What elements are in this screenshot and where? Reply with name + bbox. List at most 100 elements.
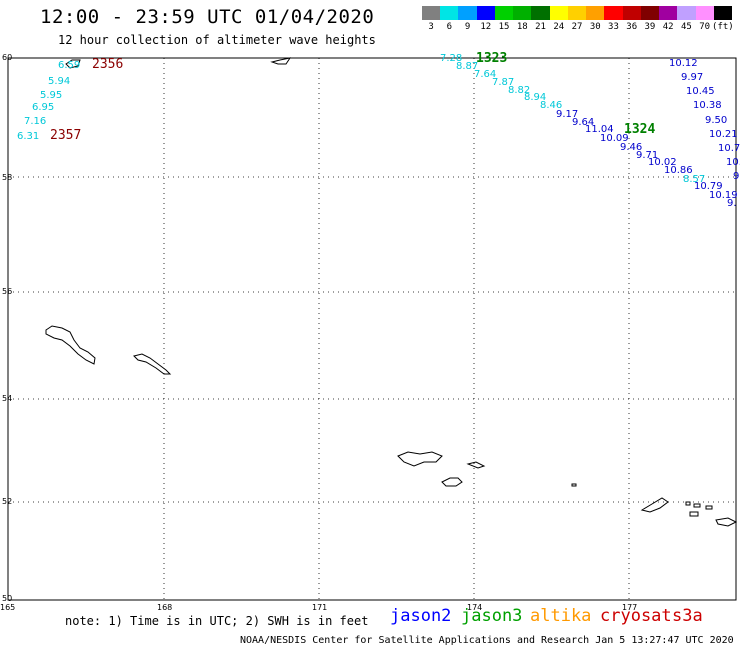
color-scale-label: (ft) — [712, 22, 734, 32]
pass-time-2357: 2357 — [50, 128, 81, 143]
lon-label-165: 165 — [0, 603, 15, 612]
island-bering — [45, 325, 96, 365]
swh-value: 5.95 — [40, 90, 62, 101]
coastlines — [45, 57, 738, 527]
color-scale-label: 6 — [446, 22, 453, 32]
swh-value: 9. — [727, 198, 737, 209]
swh-value: 10.02 — [648, 157, 677, 168]
island-coast-north — [270, 57, 292, 65]
legend-jason2: jason2 — [390, 606, 452, 626]
island-small — [571, 483, 577, 487]
legend-altika: altika — [530, 606, 592, 626]
swh-value: 10.45 — [686, 86, 715, 97]
pass-cryosat-2356-values: 6.59 5.94 5.95 6.95 7.16 6.31 — [17, 60, 80, 142]
footer-note: note: 1) Time is in UTC; 2) SWH is in fe… — [65, 614, 369, 628]
pass-time-2356: 2356 — [92, 57, 123, 72]
swh-value: 8.94 — [524, 92, 546, 103]
island-near-islands — [397, 451, 443, 467]
lat-label-50: 50 — [2, 594, 12, 603]
color-scale-label: 24 — [553, 22, 565, 32]
swh-value: 10.21 — [709, 129, 738, 140]
swh-value: 6.95 — [32, 102, 54, 113]
swh-value: 7.16 — [24, 116, 46, 127]
color-swatch — [604, 6, 623, 20]
color-swatch — [622, 6, 641, 20]
color-scale-labels: 3 6 9 12 15 18 21 24 27 30 33 36 39 42 45 70 (ft) — [422, 22, 734, 34]
color-swatch — [513, 6, 532, 20]
swh-value: 10. — [726, 157, 740, 168]
lon-label-171: 171 — [312, 603, 327, 612]
swh-value: 10.79 — [694, 181, 723, 192]
island-buldir — [466, 461, 486, 469]
swh-value: 10.38 — [693, 100, 722, 111]
pass-time-1323: 1323 — [476, 51, 507, 66]
map-title: 12:00 - 23:59 UTC 01/04/2020 — [40, 6, 375, 28]
swh-value: 6.59 — [58, 60, 80, 71]
swh-value: 8.57 — [683, 174, 705, 185]
swh-value: 9.97 — [681, 72, 703, 83]
swh-value: 9.46 — [620, 142, 642, 153]
island-islet-b — [693, 503, 701, 508]
swh-value: 9. — [733, 171, 740, 182]
legend-jason3: jason3 — [461, 606, 523, 626]
swh-value: 10.7 — [718, 143, 740, 154]
swh-value: 9.64 — [572, 117, 594, 128]
color-scale-label: 3 — [428, 22, 434, 32]
color-scale-label: 18 — [516, 22, 528, 32]
color-scale-label: 39 — [644, 22, 656, 32]
color-swatch — [549, 6, 568, 20]
lon-label-168: 168 — [157, 603, 172, 612]
color-swatch — [677, 6, 696, 20]
swh-value: 10.86 — [664, 165, 693, 176]
color-swatch — [458, 6, 477, 20]
island-islet-d — [705, 505, 713, 510]
color-scale-label: 36 — [626, 22, 638, 32]
lat-label-56: 56 — [2, 287, 12, 296]
lon-label-174: 174 — [467, 603, 482, 612]
color-swatch — [476, 6, 495, 20]
swh-value: 8.82 — [508, 85, 530, 96]
color-swatch — [567, 6, 587, 20]
color-swatch — [494, 6, 514, 20]
credit-line: NOAA/NESDIS Center for Satellite Applica… — [240, 635, 734, 646]
color-scale — [422, 6, 732, 20]
color-scale-label: 70 — [699, 22, 711, 32]
color-scale-label: 45 — [680, 22, 692, 32]
color-scale-label: 21 — [535, 22, 546, 32]
color-swatch — [713, 6, 732, 20]
island-pribilof-north — [65, 59, 81, 69]
island-kiska — [441, 477, 463, 487]
island-rat-islands — [640, 497, 669, 513]
legend-s3a: s3a — [672, 606, 703, 626]
pass-time-1324: 1324 — [624, 122, 655, 137]
swh-value: 9.17 — [556, 109, 578, 120]
swh-value: 6.31 — [17, 131, 39, 142]
lat-label-54: 54 — [2, 394, 12, 403]
island-medny — [133, 353, 172, 375]
swh-value: 10.19 — [709, 190, 738, 201]
legend-cryosat: cryosat — [600, 606, 672, 626]
color-swatch — [640, 6, 660, 20]
color-scale-label: 27 — [571, 22, 583, 32]
pass-jason3-values: 7.28 8.87 7.64 7.87 8.82 8.94 8.46 9.17 … — [440, 53, 705, 185]
swh-value: 7.28 — [440, 53, 462, 64]
color-scale-label: 9 — [464, 22, 471, 32]
color-scale-label: 12 — [480, 22, 492, 32]
swh-value: 11.04 — [585, 124, 614, 135]
color-swatch — [531, 6, 550, 20]
map-subtitle: 12 hour collection of altimeter wave hei… — [58, 33, 376, 47]
swh-value: 9.71 — [636, 150, 658, 161]
island-islet-a — [685, 501, 691, 506]
map-frame — [7, 57, 737, 601]
swh-value: 8.87 — [456, 61, 478, 72]
color-scale-label: 30 — [589, 22, 601, 32]
pass-jason2-values: 10.12 9.97 10.45 10.38 9.50 10.21 10.7 1… — [669, 58, 740, 209]
lon-label-177: 177 — [622, 603, 637, 612]
swh-value: 9.50 — [705, 115, 727, 126]
swh-value: 10.09 — [600, 133, 629, 144]
color-scale-label: 15 — [498, 22, 510, 32]
color-swatch — [422, 6, 441, 20]
color-swatch — [659, 6, 678, 20]
color-swatch — [695, 6, 714, 20]
